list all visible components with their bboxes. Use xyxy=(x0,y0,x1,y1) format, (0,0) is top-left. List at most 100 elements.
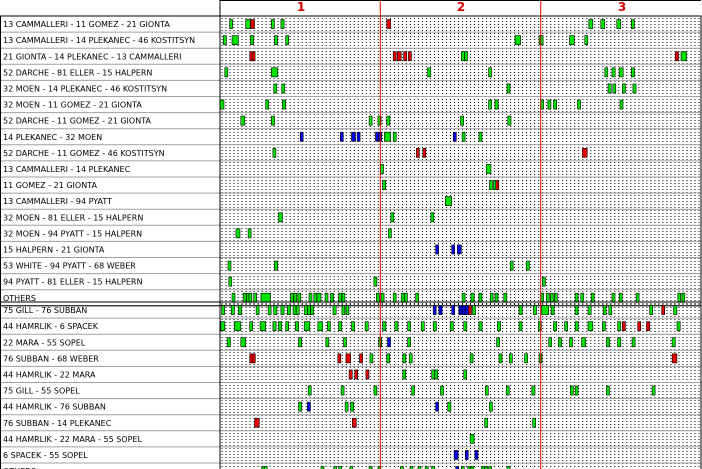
shift-bar xyxy=(392,51,397,62)
shift-bar xyxy=(484,466,488,469)
shift-bar xyxy=(455,466,460,469)
header-frame xyxy=(219,0,701,16)
shift-bar xyxy=(272,148,277,158)
shift-bar xyxy=(280,19,285,29)
shift-bar xyxy=(298,337,302,348)
shift-bar xyxy=(606,385,610,396)
shift-bar xyxy=(270,67,278,78)
shift-row: 52 DARCHE - 11 GOMEZ - 46 KOSTITSYN xyxy=(3,148,588,158)
shift-bar xyxy=(265,99,270,110)
shift-bar xyxy=(292,305,297,315)
shift-bar xyxy=(270,19,275,29)
shift-row: 44 HAMRLIK - 76 SUBBAN xyxy=(3,401,493,412)
panel-frame xyxy=(0,301,702,469)
row-label: 94 PYATT - 81 ELLER - 15 HALPERN xyxy=(3,278,142,287)
shift-bar xyxy=(581,337,586,348)
row-label: 32 MOEN - 81 ELLER - 15 HALPERN xyxy=(3,213,143,222)
shift-bar xyxy=(449,321,454,332)
shift-bar xyxy=(386,353,391,364)
shift-bar xyxy=(373,385,378,396)
shift-bar xyxy=(377,115,382,126)
row-label: 22 MARA - 55 SOPEL xyxy=(3,338,86,347)
shift-bar xyxy=(431,369,435,380)
shift-row: 44 HAMRLIK - 22 MARA - 55 SOPEL xyxy=(3,433,475,444)
shift-bar xyxy=(345,353,351,364)
shift-bar xyxy=(338,292,342,303)
shift-bar xyxy=(303,305,308,315)
shift-bar xyxy=(261,466,266,469)
shift-bar xyxy=(377,466,382,469)
row-label: 11 GOMEZ - 21 GIONTA xyxy=(3,181,97,190)
shift-bar xyxy=(396,51,402,62)
shift-bar xyxy=(359,353,364,364)
shift-bar xyxy=(259,321,267,332)
shift-bar xyxy=(498,353,503,364)
shift-bar xyxy=(489,292,494,303)
shift-bar xyxy=(505,385,510,396)
shift-bar xyxy=(532,417,537,428)
shift-bar xyxy=(341,305,346,315)
shift-bar xyxy=(333,466,338,469)
shift-bar xyxy=(612,83,617,94)
shift-bar xyxy=(514,35,521,45)
shift-bar xyxy=(489,401,493,412)
row-label: 75 GILL - 55 SOPEL xyxy=(3,387,80,396)
shift-bar xyxy=(382,321,387,332)
shift-bar xyxy=(247,228,252,239)
shift-bar xyxy=(649,305,654,315)
shift-bar xyxy=(285,321,290,332)
shift-bar xyxy=(222,35,227,45)
shift-bar xyxy=(351,321,356,332)
shift-bar xyxy=(488,466,492,469)
shift-bar xyxy=(616,19,622,29)
shift-bar xyxy=(299,131,304,142)
shift-row: 13 CAMMALLERI - 14 PLEKANEC xyxy=(3,164,492,174)
shift-bar xyxy=(415,292,419,303)
shift-bar xyxy=(224,67,229,78)
shift-bar xyxy=(438,305,443,315)
shift-bar xyxy=(564,321,569,332)
shift-bar xyxy=(460,466,465,469)
shift-bar xyxy=(317,321,323,332)
shift-bar xyxy=(387,337,391,348)
shift-bar xyxy=(422,148,427,158)
shift-bar xyxy=(411,385,415,396)
shift-bar xyxy=(408,353,413,364)
shift-bar xyxy=(681,292,686,303)
shift-bar xyxy=(249,321,253,332)
shift-bar xyxy=(227,260,232,271)
shift-bar xyxy=(456,244,462,255)
shift-bar xyxy=(392,292,397,303)
shift-bar xyxy=(461,131,466,142)
shift-bar xyxy=(622,321,626,332)
shift-row: 15 HALPERN - 21 GIONTA xyxy=(3,244,462,255)
shift-bar xyxy=(330,292,334,303)
shift-bar xyxy=(580,292,585,303)
shift-bar xyxy=(307,401,311,412)
shift-bar xyxy=(434,369,439,380)
shift-bar xyxy=(488,99,492,110)
shift-bar xyxy=(343,337,347,348)
shift-bar xyxy=(281,83,286,94)
shift-bar xyxy=(380,292,385,303)
row-label: 52 DARCHE - 11 GOMEZ - 21 GIONTA xyxy=(3,117,151,126)
shift-bar xyxy=(400,292,405,303)
row-label: 13 CAMMALLERI - 14 PLEKANEC xyxy=(3,165,131,174)
shift-bar xyxy=(235,228,241,239)
shift-bar xyxy=(273,305,278,315)
panel-frame xyxy=(0,15,702,307)
shift-bar xyxy=(320,466,325,469)
shift-bar xyxy=(280,305,285,315)
shift-row: 32 MOEN - 11 GOMEZ - 21 GIONTA xyxy=(3,99,624,110)
shift-row: 22 MARA - 55 SOPEL xyxy=(3,337,676,348)
shift-bar xyxy=(541,305,549,315)
shift-row: 75 GILL - 55 SOPEL xyxy=(3,385,656,396)
shift-bar xyxy=(506,466,511,469)
shift-bar xyxy=(518,321,523,332)
shift-bar xyxy=(390,212,395,223)
shift-row: 14 PLEKANEC - 32 MOEN xyxy=(3,131,483,142)
shift-bar xyxy=(478,292,483,303)
shift-bar xyxy=(267,305,272,315)
period-label-2: 2 xyxy=(457,0,465,14)
shift-bar xyxy=(631,337,636,348)
